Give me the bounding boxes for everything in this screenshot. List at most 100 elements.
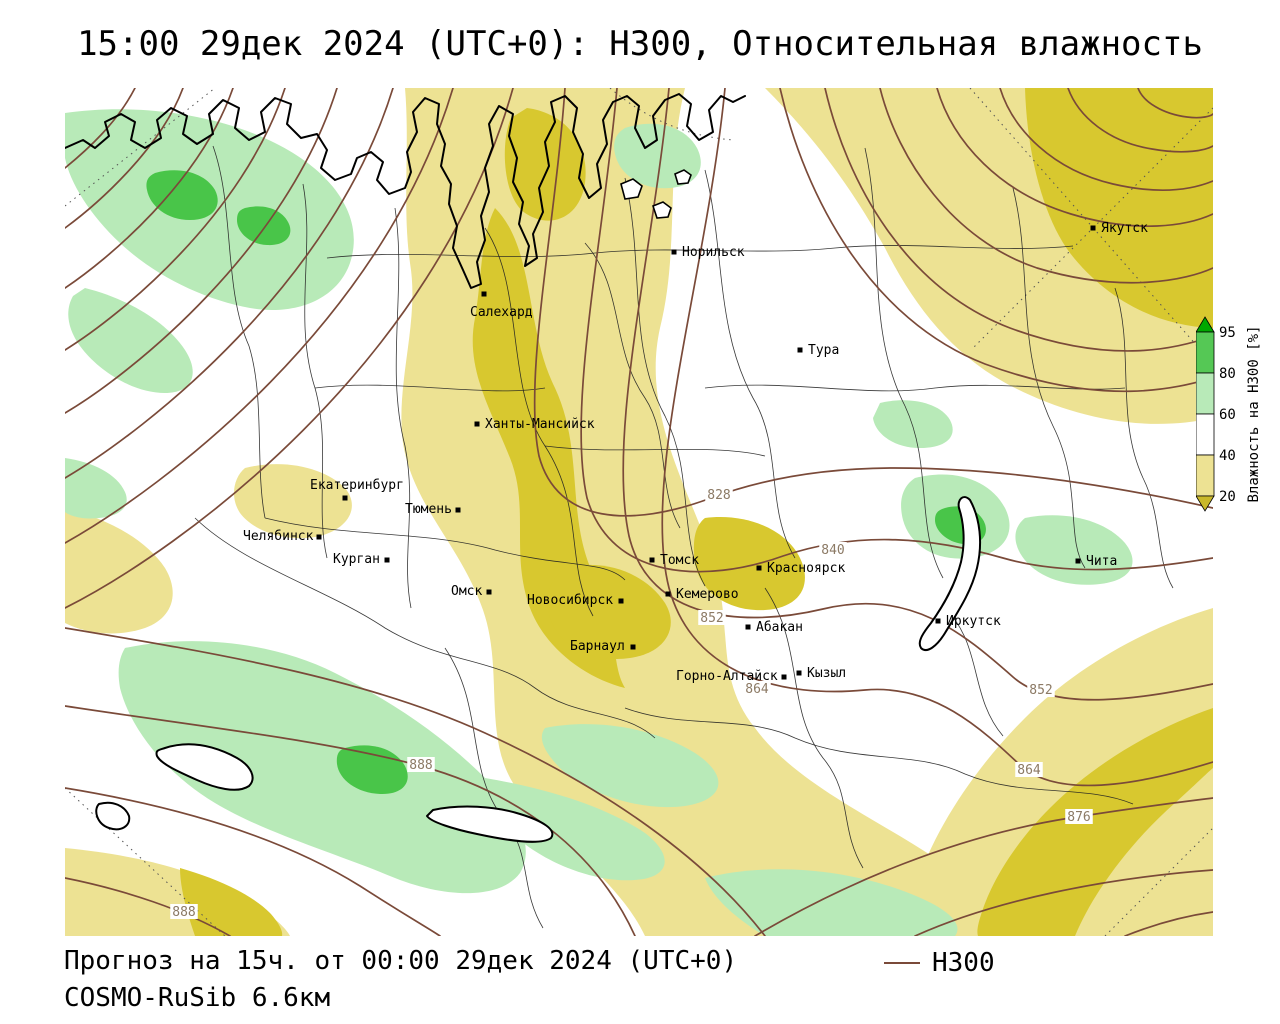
admin-borders-shape	[326, 245, 1074, 259]
city-marker	[781, 674, 787, 680]
h300-contours-shape	[65, 88, 394, 479]
h300-contours-shape	[661, 88, 1213, 787]
humidity-colorbar: 95 80 60 40 20	[1196, 316, 1236, 512]
fill-regions-shape	[977, 708, 1213, 936]
admin-borders-shape	[264, 517, 626, 581]
city-marker	[665, 591, 671, 597]
colorbar-band	[1196, 331, 1215, 374]
h300-contours-shape	[824, 88, 1213, 352]
city-label: Кызыл	[807, 666, 846, 681]
admin-borders-shape	[1012, 187, 1086, 569]
h300-contours-shape	[754, 797, 1213, 936]
city-label: Тюмень	[405, 502, 452, 517]
admin-borders-shape	[624, 177, 706, 587]
contour-label-chip	[698, 610, 726, 625]
admin-borders-shape	[484, 227, 594, 617]
page-title: 15:00 29дек 2024 (UTC+0): H300, Относите…	[77, 24, 1203, 64]
city-marker	[1090, 225, 1096, 231]
h300-contours-shape	[65, 877, 231, 936]
city-marker	[384, 557, 390, 563]
contour-label-chip	[743, 681, 771, 696]
city-label: Курган	[333, 552, 380, 567]
h300-contours-shape	[65, 627, 766, 936]
contour-label: 828	[707, 488, 730, 503]
legend-label: H300	[932, 948, 995, 978]
city-label: Красноярск	[767, 561, 845, 576]
contour-label: 864	[745, 682, 769, 697]
fill-regions-shape	[237, 206, 291, 246]
graticule	[65, 88, 1213, 936]
fill-regions-shape	[904, 608, 1213, 936]
contour-value-labels: 828 840 852 864 852 864 876 888 888	[170, 487, 1093, 920]
contour-label-chip	[819, 542, 847, 557]
lake-baikal	[918, 496, 982, 652]
admin-borders-shape	[864, 147, 944, 579]
graticule-shape	[609, 88, 734, 141]
fill-regions-shape	[180, 868, 283, 936]
fill-regions-shape	[233, 464, 352, 539]
fill-regions-shape	[68, 288, 193, 393]
city-label: Новосибирск	[527, 593, 613, 608]
fill-regions-shape	[504, 108, 586, 221]
fill-regions-shape	[1015, 515, 1133, 585]
city-marker	[756, 565, 762, 571]
graticule-shape	[972, 107, 1213, 349]
humidity-map: 828 840 852 864 852 864 876 888 888 Якутск Нориль…	[65, 88, 1213, 936]
fill-regions-shape	[65, 458, 127, 519]
city-marker	[481, 291, 487, 297]
city-label: Якутск	[1101, 221, 1148, 236]
contour-label-chip	[1065, 809, 1093, 824]
forecast-info: Прогноз на 15ч. от 00:00 29дек 2024 (UTC…	[64, 946, 738, 976]
h300-contours-shape	[879, 88, 1213, 284]
city-marker	[797, 347, 803, 353]
h300-contours-shape	[1137, 88, 1213, 119]
h300-contours-shape	[65, 88, 234, 289]
city-marker	[796, 670, 802, 676]
h300-contours-shape	[580, 88, 1213, 573]
admin-borders-shape	[764, 587, 864, 869]
city-marker	[745, 624, 751, 630]
contour-label: 888	[172, 905, 195, 920]
city-label: Горно-Алтайск	[676, 669, 778, 684]
fill-regions	[65, 88, 1213, 936]
city-label: Екатеринбург	[310, 478, 404, 493]
admin-borders-shape	[944, 607, 1004, 737]
colorbar-band	[1196, 413, 1215, 456]
h300-contours-shape	[65, 787, 441, 936]
city-marker	[630, 644, 636, 650]
fill-regions-shape	[693, 517, 805, 611]
city-marker	[935, 618, 941, 624]
lake-balkhash	[155, 743, 254, 791]
graticule-shape	[65, 787, 226, 936]
h300-contours-shape	[65, 88, 454, 544]
h300-contours-shape	[779, 88, 1213, 393]
contour-label: 840	[821, 543, 844, 558]
fill-regions-shape	[65, 508, 173, 634]
contour-label: 876	[1067, 810, 1090, 825]
contour-label: 852	[700, 611, 723, 626]
city-label: Салехард	[470, 305, 533, 320]
colorbar-band	[1196, 454, 1215, 497]
colorbar-tick: 40	[1219, 448, 1236, 464]
colorbar-title: Влажность на H300 [%]	[1246, 325, 1262, 503]
h300-contours-shape	[1067, 88, 1213, 153]
admin-borders-shape	[394, 207, 412, 609]
h300-contours	[65, 88, 1213, 936]
city-marker	[618, 598, 624, 604]
admin-borders-shape	[544, 445, 766, 457]
admin-borders-shape	[302, 183, 328, 559]
cities: Якутск Норильск Салехард Тура Ханты-Мансийск…	[243, 221, 1148, 684]
city-label: Тура	[808, 343, 839, 358]
admin-borders-shape	[194, 517, 656, 739]
city-label: Челябинск	[243, 529, 314, 544]
contour-label: 852	[1029, 683, 1052, 698]
model-info: COSMO-RuSib 6.6км	[64, 983, 331, 1013]
city-label: Чита	[1086, 554, 1117, 569]
contour-label-chip	[1027, 682, 1055, 697]
graticule-shape	[1104, 827, 1213, 936]
graticule-shape	[969, 88, 1213, 365]
city-label: Кемерово	[676, 587, 739, 602]
colorbar-band	[1196, 372, 1215, 415]
admin-borders-shape	[1114, 287, 1174, 589]
city-marker	[455, 507, 461, 513]
